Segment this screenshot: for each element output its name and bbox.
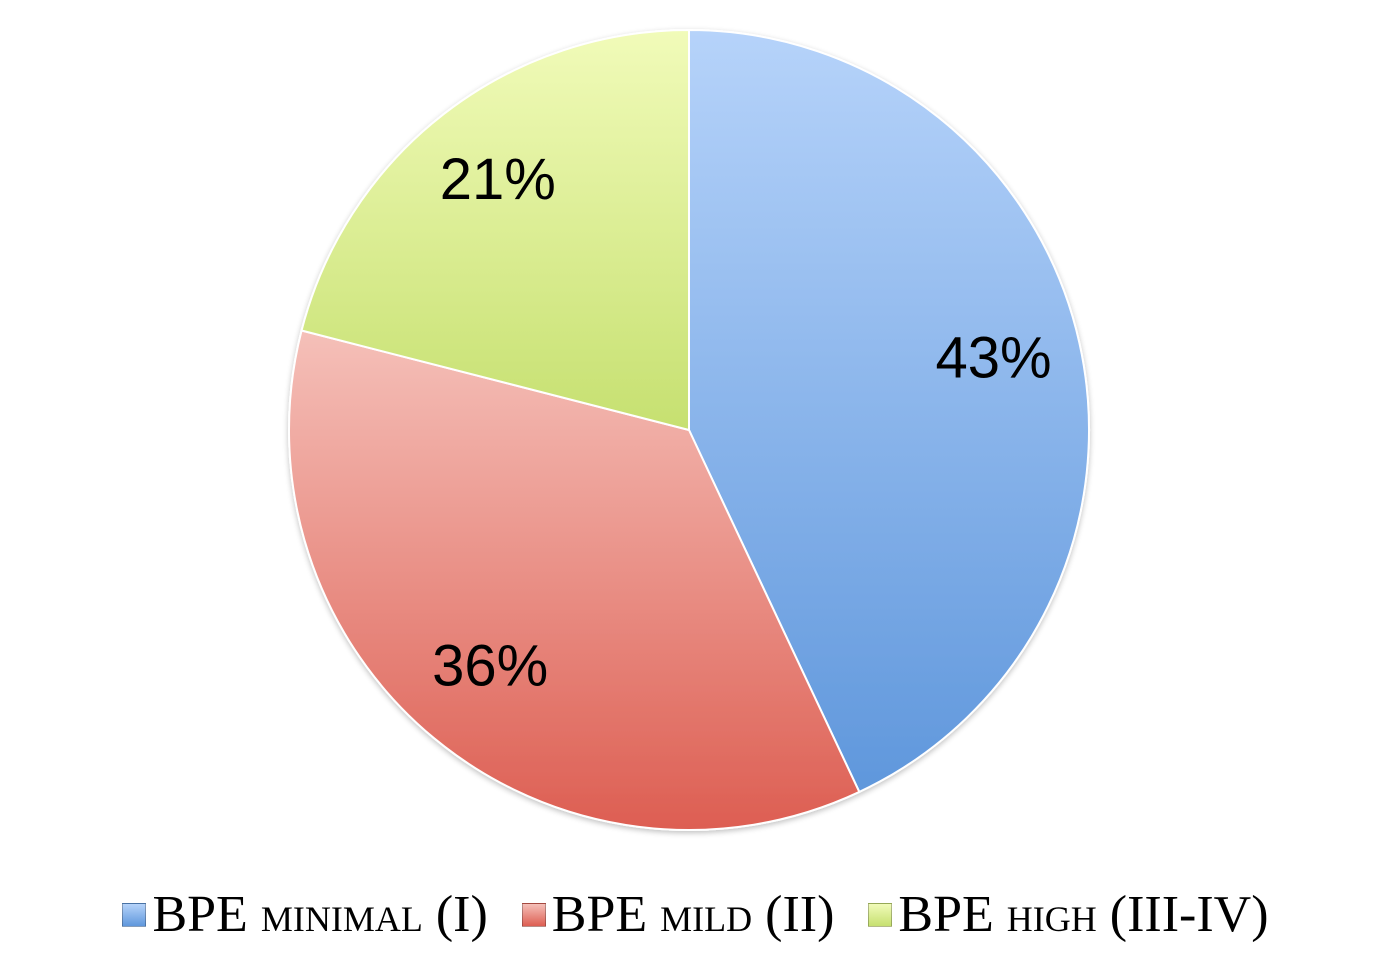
pie-labels: 43% 36% 21% [432,147,1051,699]
pie-slices [288,28,1090,831]
legend-swatch-mild [521,903,546,927]
slice-label-minimal: 43% [935,325,1051,390]
legend-item-minimal: BPE minimal (I) [122,886,488,943]
legend: BPE minimal (I) BPE mild (II) BPE high (… [0,880,1391,950]
legend-label-mild: BPE mild (II) [551,886,835,943]
pie-slice-minimal [688,28,1090,794]
legend-item-mild: BPE mild (II) [521,886,835,943]
legend-swatch-minimal [122,903,147,927]
pie-slice-mild [288,329,861,831]
slice-label-mild: 36% [432,634,548,699]
legend-item-high: BPE high (III-IV) [868,886,1269,943]
legend-label-minimal: BPE minimal (I) [152,886,488,943]
legend-swatch-high [868,903,893,927]
legend-label-high: BPE high (III-IV) [898,886,1269,943]
pie-slice-high [300,28,690,432]
slice-label-high: 21% [440,147,556,212]
